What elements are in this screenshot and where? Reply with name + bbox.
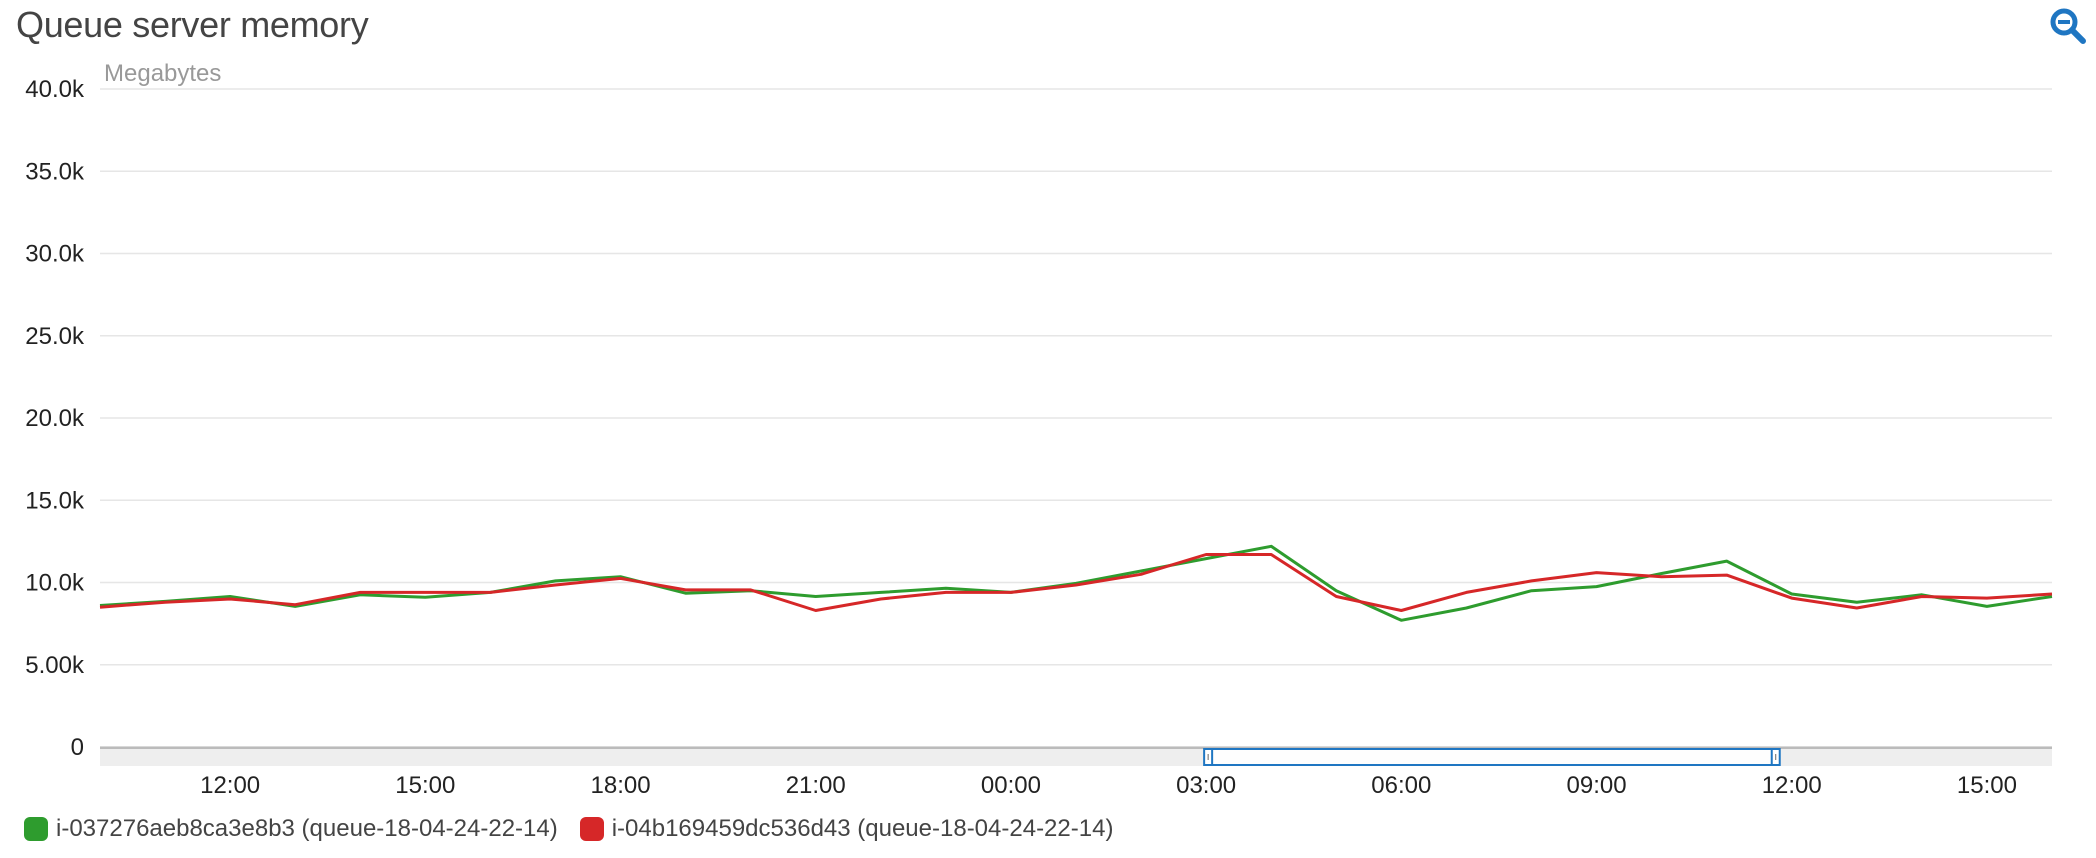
y-tick-label: 35.0k [25,158,85,185]
y-tick-label: 20.0k [25,405,85,432]
legend-label: i-037276aeb8ca3e8b3 (queue-18-04-24-22-1… [56,815,558,842]
legend-item-series-2[interactable]: i-04b169459dc536d43 (queue-18-04-24-22-1… [579,815,1114,843]
y-tick-label: 25.0k [25,323,85,350]
legend-label: i-04b169459dc536d43 (queue-18-04-24-22-1… [611,815,1114,842]
zoom-out-icon[interactable] [2048,6,2088,46]
x-tick-label: 15:00 [395,772,455,799]
legend: i-037276aeb8ca3e8b3 (queue-18-04-24-22-1… [24,815,1135,843]
series-lines [99,544,2053,622]
y-tick-label: 30.0k [25,241,85,268]
legend-swatch-red [579,817,604,841]
grid-lines [100,88,2052,748]
x-tick-label: 12:00 [200,772,260,799]
navigator-selection[interactable] [1207,748,1777,766]
y-tick-label: 10.0k [25,570,85,597]
y-tick-label: 5.00k [25,652,85,679]
series-line-1 [99,544,2053,622]
x-tick-label: 09:00 [1567,772,1627,799]
x-tick-label: 03:00 [1176,772,1236,799]
y-tick-label: 40.0k [25,76,85,103]
zoom-out-icon-graphic [2050,8,2086,44]
series-line-2 [99,553,2053,612]
y-axis-ticks: 0 5.00k 10.0k 15.0k 20.0k 25.0k 30.0k 35.0k 40.0… [25,76,85,761]
x-axis-ticks: 12:00 15:00 18:00 21:00 00:00 03:00 06:00 09:00… [200,772,2017,799]
x-tick-label: 15:00 [1957,772,2017,799]
x-tick-label: 12:00 [1762,772,1822,799]
x-tick-label: 21:00 [786,772,846,799]
legend-item-series-1[interactable]: i-037276aeb8ca3e8b3 (queue-18-04-24-22-1… [24,815,558,843]
range-navigator[interactable] [100,747,2052,766]
y-axis-label: Megabytes [104,60,222,87]
x-tick-label: 06:00 [1371,772,1431,799]
x-tick-label: 00:00 [981,772,1041,799]
chart-title: Queue server memory [16,4,369,45]
y-tick-label: 15.0k [25,487,85,514]
legend-swatch-green [24,817,48,841]
x-tick-label: 18:00 [591,772,651,799]
y-tick-label: 0 [71,734,84,761]
line-chart: 0 5.00k 10.0k 15.0k 20.0k 25.0k 30.0k 35.0k 40.0… [25,76,2053,799]
